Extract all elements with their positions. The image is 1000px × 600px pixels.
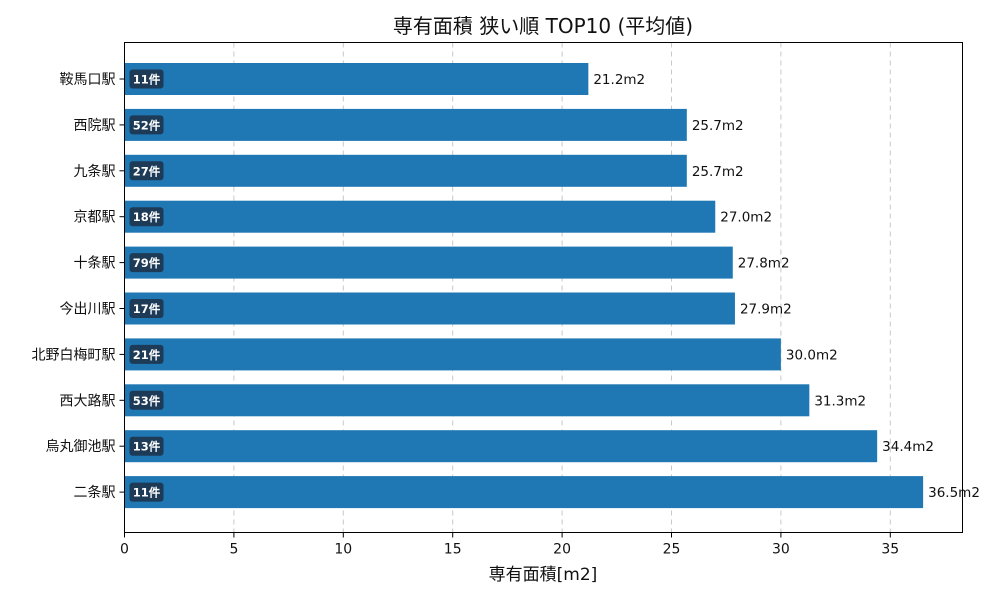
bar — [124, 292, 735, 325]
category-label: 西大路駅 — [60, 393, 116, 409]
x-tick-label: 35 — [881, 542, 899, 558]
count-badge — [129, 482, 164, 502]
count-badge — [129, 344, 164, 364]
x-tick-label: 25 — [663, 542, 681, 558]
category-label: 西院駅 — [74, 118, 116, 134]
count-badge — [129, 436, 164, 456]
value-label: 36.5m2 — [928, 485, 980, 501]
value-label: 27.9m2 — [740, 302, 792, 318]
value-label: 27.8m2 — [738, 256, 790, 272]
x-tick-label: 20 — [553, 542, 571, 558]
count-badge — [129, 299, 164, 318]
category-label: 九条駅 — [74, 163, 116, 180]
value-label: 27.0m2 — [720, 210, 772, 226]
bar — [124, 154, 687, 187]
category-label: 京都駅 — [74, 210, 116, 226]
bar — [124, 108, 687, 141]
count-label: 27件 — [133, 164, 161, 178]
value-label: 25.7m2 — [692, 164, 744, 180]
x-tick-label: 5 — [229, 542, 238, 558]
value-label: 30.0m2 — [786, 347, 838, 363]
category-label: 二条駅 — [74, 484, 116, 501]
category-label: 十条駅 — [74, 255, 116, 272]
count-label: 13件 — [133, 440, 161, 454]
bar — [124, 63, 589, 95]
count-badge — [129, 390, 164, 410]
x-axis-ticks: 0 5 10 15 20 25 30 35 — [120, 532, 899, 558]
bar — [124, 476, 924, 509]
count-label: 53件 — [133, 394, 161, 408]
category-label: 烏丸御池駅 — [46, 438, 116, 455]
value-label: 34.4m2 — [882, 439, 934, 455]
count-label: 17件 — [133, 302, 161, 316]
x-tick-label: 30 — [772, 542, 790, 558]
bar — [124, 384, 810, 417]
bar — [124, 430, 878, 463]
bar — [124, 338, 781, 371]
count-badge — [129, 69, 164, 89]
value-label: 31.3m2 — [814, 393, 866, 409]
count-label: 21件 — [133, 348, 161, 362]
count-badge — [129, 115, 164, 135]
chart-title: 専有面積 狭い順 TOP10 (平均値) — [393, 14, 693, 38]
x-axis-label: 専有面積[m2] — [489, 565, 598, 585]
count-badge — [129, 207, 164, 227]
category-label: 今出川駅 — [60, 302, 116, 318]
value-label: 21.2m2 — [593, 72, 645, 88]
count-label: 18件 — [133, 210, 161, 224]
bar — [124, 246, 733, 279]
value-label: 25.7m2 — [692, 118, 744, 134]
category-label: 北野白梅町駅 — [32, 347, 116, 363]
count-label: 52件 — [133, 118, 161, 132]
bars: 11件 21.2m2 52件 25.7m2 27件 25.7m2 18件 27.0m2 79件 2… — [124, 63, 980, 509]
count-badge — [129, 161, 164, 181]
x-tick-label: 15 — [444, 542, 462, 558]
x-tick-label: 10 — [334, 542, 352, 558]
count-label: 11件 — [133, 486, 161, 500]
count-label: 11件 — [133, 73, 161, 87]
count-badge — [129, 253, 164, 273]
category-label: 鞍馬口駅 — [60, 72, 116, 88]
bar — [124, 200, 716, 233]
plot-frame — [124, 42, 963, 533]
x-tick-label: 0 — [120, 542, 129, 558]
count-label: 79件 — [133, 256, 161, 270]
